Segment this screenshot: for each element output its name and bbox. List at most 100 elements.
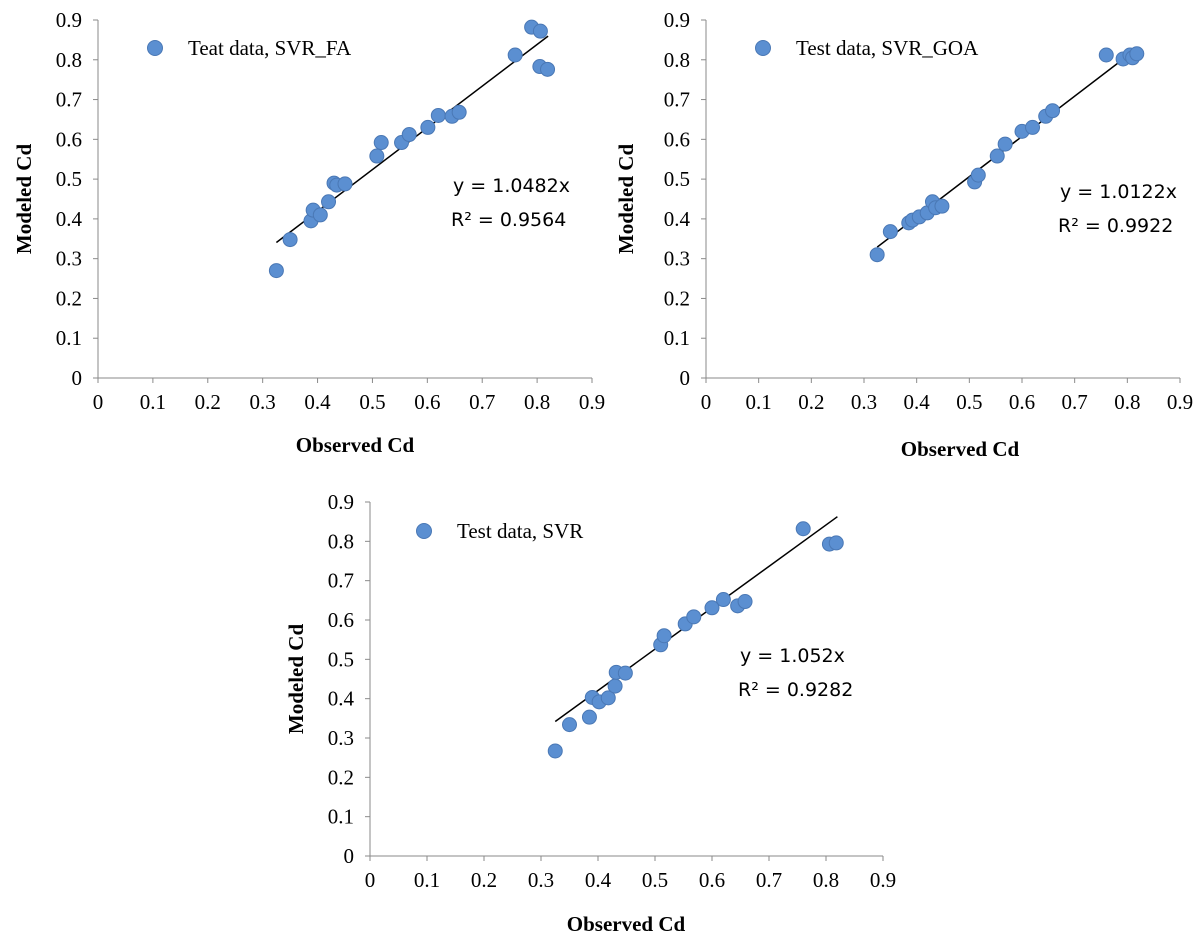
y-tick-label: 0 <box>344 844 355 868</box>
y-tick-label: 0.8 <box>56 48 82 72</box>
y-tick-label: 0.4 <box>328 687 355 711</box>
data-point <box>970 167 986 183</box>
x-tick-label: 0.3 <box>250 390 276 414</box>
y-tick-label: 0.5 <box>664 167 690 191</box>
data-point <box>562 717 577 733</box>
x-tick-label: 0.6 <box>414 390 440 414</box>
data-point <box>420 119 436 135</box>
data-point <box>828 535 844 551</box>
legend-marker <box>755 40 771 56</box>
legend-marker <box>416 523 432 539</box>
data-point <box>656 628 672 644</box>
x-axis-title: Observed Cd <box>567 912 686 936</box>
data-point <box>686 609 702 625</box>
legend-label: Test data, SVR <box>457 519 583 543</box>
x-tick-label: 0.5 <box>642 868 668 892</box>
trendline-r2: R² = 0.9282 <box>738 679 853 701</box>
x-tick-label: 0.8 <box>524 390 550 414</box>
data-point <box>451 104 467 120</box>
x-tick-label: 0.8 <box>1114 390 1140 414</box>
y-tick-label: 0.9 <box>328 490 354 514</box>
y-tick-label: 0.1 <box>328 805 354 829</box>
y-tick-label: 0.3 <box>56 247 82 271</box>
x-tick-label: 0.4 <box>304 390 331 414</box>
x-tick-label: 0.7 <box>1062 390 1088 414</box>
x-tick-label: 0.2 <box>798 390 824 414</box>
data-point <box>547 743 563 759</box>
x-tick-label: 0.9 <box>579 390 605 414</box>
y-tick-label: 0.3 <box>328 726 354 750</box>
data-point <box>268 263 284 279</box>
y-axis-title: Modeled Cd <box>614 144 638 255</box>
data-point <box>540 61 556 77</box>
data-point <box>704 600 720 616</box>
y-tick-label: 0.4 <box>664 207 691 231</box>
data-point <box>934 198 950 214</box>
x-tick-label: 0.2 <box>195 390 221 414</box>
y-tick-label: 0.7 <box>328 569 354 593</box>
data-point <box>321 194 337 210</box>
data-point <box>401 127 417 143</box>
x-tick-label: 0.8 <box>813 868 839 892</box>
y-tick-label: 0.1 <box>664 326 690 350</box>
data-point <box>369 148 385 164</box>
x-tick-label: 0 <box>701 390 712 414</box>
x-tick-label: 0.1 <box>414 868 440 892</box>
data-point <box>282 232 298 248</box>
data-point <box>373 135 389 151</box>
data-point <box>795 521 811 537</box>
y-tick-label: 0.9 <box>56 8 82 32</box>
x-tick-label: 0.6 <box>1009 390 1035 414</box>
x-tick-label: 0.9 <box>870 868 896 892</box>
y-tick-label: 0.7 <box>664 88 690 112</box>
x-tick-label: 0.5 <box>359 390 385 414</box>
data-point <box>600 690 616 706</box>
y-tick-label: 0.5 <box>328 647 354 671</box>
trendline-r2: R² = 0.9564 <box>451 209 566 231</box>
x-tick-label: 0 <box>93 390 104 414</box>
y-tick-label: 0.8 <box>328 529 354 553</box>
y-tick-label: 0.4 <box>56 207 83 231</box>
y-tick-label: 0.9 <box>664 8 690 32</box>
data-point <box>1045 103 1061 119</box>
data-point <box>882 224 898 240</box>
legend-marker <box>147 40 163 56</box>
x-tick-label: 0.4 <box>585 868 612 892</box>
data-point <box>430 107 446 123</box>
x-tick-label: 0.4 <box>904 390 931 414</box>
legend-label: Teat data, SVR_FA <box>188 36 352 60</box>
data-point <box>581 709 597 725</box>
x-axis-title: Observed Cd <box>296 433 415 457</box>
data-point <box>507 47 523 63</box>
x-tick-label: 0 <box>365 868 376 892</box>
data-point <box>1098 47 1114 63</box>
y-tick-label: 0.6 <box>664 127 690 151</box>
data-point <box>617 665 633 681</box>
data-point <box>997 136 1013 152</box>
x-tick-label: 0.7 <box>469 390 495 414</box>
data-point <box>607 678 623 694</box>
y-tick-label: 0.8 <box>664 48 690 72</box>
data-point <box>1129 46 1145 62</box>
x-tick-label: 0.1 <box>746 390 772 414</box>
x-tick-label: 0.3 <box>528 868 554 892</box>
x-tick-label: 0.9 <box>1167 390 1193 414</box>
trendline-equation: y = 1.052x <box>740 645 845 667</box>
chart-panel-3: 0 0.1 0.2 0.3 0.4 0.5 0.6 0.7 0.8 0.9 0 0.1 0.2 0.3 0.… <box>284 490 896 936</box>
x-tick-label: 0.5 <box>956 390 982 414</box>
y-axis-title: Modeled Cd <box>284 624 308 735</box>
y-tick-label: 0.5 <box>56 167 82 191</box>
trendline-equation: y = 1.0482x <box>453 175 570 197</box>
x-tick-label: 0.1 <box>140 390 166 414</box>
y-tick-label: 0.6 <box>56 127 82 151</box>
y-tick-label: 0 <box>72 366 83 390</box>
chart-panel-2: 0 0.1 0.2 0.3 0.4 0.5 0.6 0.7 0.8 0.9 0 0.1 0.2 0.3 0.… <box>614 8 1193 461</box>
trendline-equation: y = 1.0122x <box>1060 181 1177 203</box>
data-point <box>869 247 885 263</box>
x-tick-label: 0.7 <box>756 868 782 892</box>
data-point <box>989 148 1005 164</box>
data-point <box>312 207 328 223</box>
x-tick-label: 0.2 <box>471 868 497 892</box>
y-tick-label: 0.7 <box>56 88 82 112</box>
x-tick-label: 0.3 <box>851 390 877 414</box>
